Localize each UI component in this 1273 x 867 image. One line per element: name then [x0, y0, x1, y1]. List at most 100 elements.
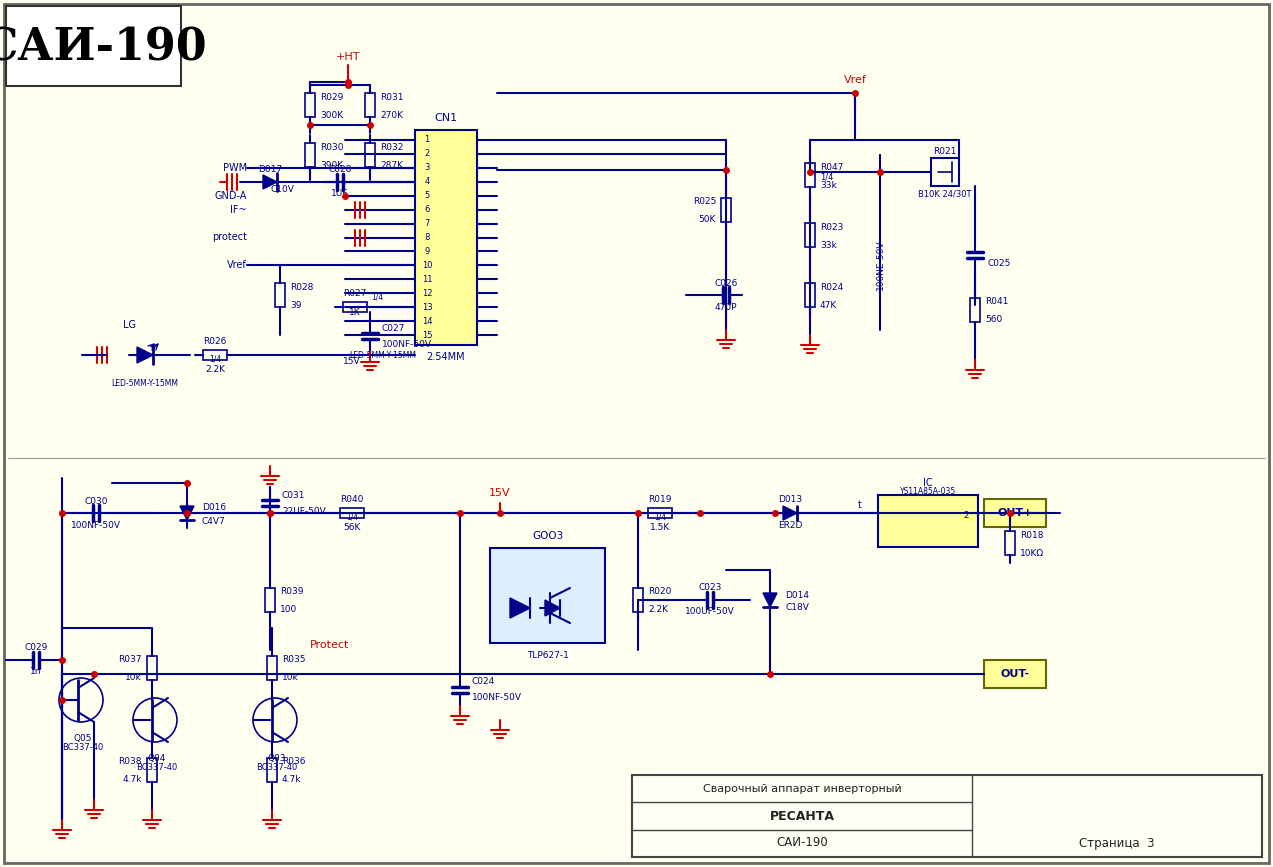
Text: 100NE-50V: 100NE-50V: [876, 240, 885, 290]
Bar: [721, 198, 731, 222]
Text: OUT-: OUT-: [1001, 669, 1030, 679]
Bar: [878, 495, 978, 547]
Text: 6: 6: [424, 205, 430, 214]
Bar: [805, 223, 815, 247]
Text: 15V: 15V: [344, 356, 360, 366]
Bar: [631, 775, 1262, 857]
Bar: [970, 298, 980, 322]
Text: R021: R021: [933, 147, 957, 157]
Text: C024: C024: [472, 677, 495, 687]
Text: 100NF-50V: 100NF-50V: [382, 340, 432, 349]
Bar: [340, 508, 364, 518]
Text: 1.5K: 1.5K: [651, 523, 670, 531]
Text: D017: D017: [258, 165, 283, 173]
Text: 300K: 300K: [320, 110, 344, 120]
Text: 3: 3: [424, 163, 430, 173]
Polygon shape: [763, 593, 777, 607]
Text: 1/4: 1/4: [346, 512, 358, 521]
Text: 1K: 1K: [349, 308, 360, 316]
Text: 1: 1: [424, 135, 429, 145]
Bar: [146, 656, 157, 680]
Text: BC337-40: BC337-40: [256, 764, 298, 772]
Text: 100NF-50V: 100NF-50V: [71, 520, 121, 530]
Text: 56K: 56K: [344, 523, 360, 531]
Bar: [146, 758, 157, 782]
Text: BC337-40: BC337-40: [136, 764, 178, 772]
Text: 1UF: 1UF: [331, 189, 349, 199]
Text: TLP627-1: TLP627-1: [527, 650, 569, 660]
Text: C027: C027: [382, 323, 405, 333]
Text: 7: 7: [424, 219, 430, 228]
Bar: [342, 302, 367, 312]
Text: 2: 2: [964, 511, 969, 519]
Text: 390K: 390K: [320, 160, 344, 170]
Bar: [648, 508, 672, 518]
Text: B10K 24/30T: B10K 24/30T: [918, 190, 971, 199]
Text: R019: R019: [648, 494, 672, 504]
Text: R028: R028: [290, 283, 313, 292]
Bar: [275, 284, 285, 308]
Text: 270K: 270K: [381, 110, 404, 120]
Bar: [365, 93, 376, 117]
Text: R038: R038: [118, 758, 143, 766]
Text: 2.2K: 2.2K: [648, 605, 668, 615]
Bar: [267, 758, 278, 782]
Text: IC: IC: [923, 478, 933, 488]
Text: R026: R026: [204, 336, 227, 346]
Text: C10V: C10V: [270, 186, 294, 194]
Text: 22UF-50V: 22UF-50V: [283, 506, 326, 516]
Text: 1n: 1n: [31, 668, 42, 676]
Text: 2: 2: [424, 149, 429, 159]
Text: 1/4: 1/4: [209, 355, 222, 363]
Bar: [306, 93, 314, 117]
Text: R030: R030: [320, 142, 344, 152]
Text: D016: D016: [202, 504, 227, 512]
Text: LED-5MM-Y-15MM: LED-5MM-Y-15MM: [350, 350, 416, 360]
Text: C031: C031: [283, 491, 306, 499]
Text: Protect: Protect: [311, 640, 350, 650]
Bar: [415, 130, 477, 345]
Text: R027: R027: [344, 289, 367, 297]
Text: R018: R018: [1020, 531, 1044, 539]
Bar: [365, 143, 376, 167]
Text: 100UF-50V: 100UF-50V: [685, 608, 735, 616]
Text: 33k: 33k: [820, 240, 836, 250]
Text: LED-5MM-Y-15MM: LED-5MM-Y-15MM: [112, 379, 178, 388]
Text: САИ-190: САИ-190: [0, 27, 206, 69]
Text: R047: R047: [820, 162, 844, 172]
Text: 9: 9: [424, 247, 429, 256]
Text: LG: LG: [123, 320, 136, 330]
Text: BC337-40: BC337-40: [62, 744, 103, 753]
Text: R029: R029: [320, 93, 344, 101]
Text: 2.2K: 2.2K: [205, 364, 225, 374]
Text: C4V7: C4V7: [202, 517, 225, 525]
Text: 1/4: 1/4: [654, 512, 666, 521]
Bar: [805, 163, 815, 187]
Polygon shape: [137, 347, 153, 363]
Text: Сварочный аппарат инверторный: Сварочный аппарат инверторный: [703, 784, 901, 794]
Text: 50K: 50K: [699, 216, 715, 225]
Text: +НТ: +НТ: [336, 52, 360, 62]
Polygon shape: [510, 598, 530, 618]
Text: Q05: Q05: [74, 733, 92, 742]
Text: Q04: Q04: [148, 753, 167, 762]
Text: R035: R035: [283, 655, 306, 664]
Text: Q03: Q03: [267, 753, 286, 762]
Text: PWM: PWM: [223, 163, 247, 173]
Bar: [306, 143, 314, 167]
Text: C029: C029: [24, 643, 47, 653]
Text: C025: C025: [987, 258, 1011, 268]
Text: R040: R040: [340, 494, 364, 504]
Text: R032: R032: [381, 142, 404, 152]
Text: R025: R025: [693, 198, 715, 206]
Text: R041: R041: [985, 297, 1008, 307]
Text: C030: C030: [84, 497, 108, 505]
Text: R024: R024: [820, 283, 843, 291]
Text: Vref: Vref: [844, 75, 867, 85]
Bar: [931, 158, 959, 186]
Text: 10k: 10k: [125, 674, 143, 682]
Bar: [984, 499, 1046, 527]
Text: IF~: IF~: [230, 205, 247, 215]
Text: 39: 39: [290, 301, 302, 310]
Bar: [805, 283, 815, 307]
